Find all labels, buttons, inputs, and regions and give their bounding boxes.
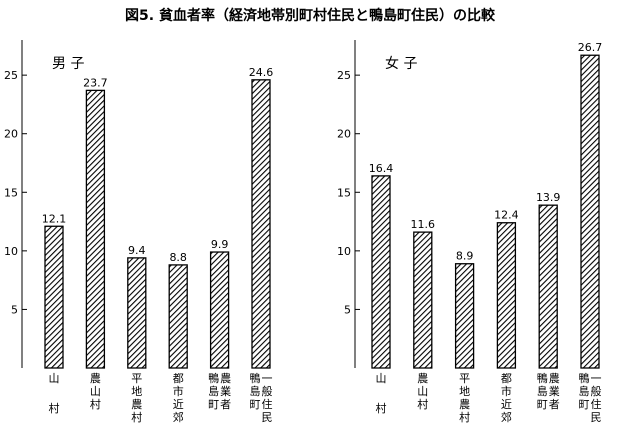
value-label: 9.4 [128, 244, 146, 257]
bar [580, 54, 600, 369]
y-tick-label: 5 [344, 303, 351, 316]
value-label: 12.4 [494, 209, 519, 222]
bar [127, 257, 147, 369]
x-tick-label: 鴨島町一般住民 [579, 371, 602, 424]
y-tick-label: 20 [337, 128, 351, 141]
panel-title: 女 子 [385, 55, 417, 72]
value-label: 23.7 [83, 76, 108, 89]
y-tick-label: 10 [4, 245, 18, 258]
bar [413, 231, 433, 369]
bar [251, 79, 271, 369]
value-label: 9.9 [211, 238, 229, 251]
bar [44, 225, 64, 369]
value-label: 8.8 [169, 251, 187, 264]
value-label: 16.4 [369, 162, 394, 175]
x-tick-label: 農山村 [417, 371, 428, 411]
x-tick-label: 都市近郊 [173, 372, 184, 424]
y-tick-label: 25 [4, 69, 18, 82]
bar [209, 251, 230, 369]
y-tick-label: 15 [337, 186, 351, 199]
x-tick-label: 山村 [376, 372, 387, 415]
value-label: 12.1 [42, 212, 67, 225]
x-tick-label: 鴨島町農業者 [208, 371, 231, 411]
value-label: 13.9 [536, 191, 561, 204]
x-tick-label: 平地農村 [131, 372, 142, 424]
bar [538, 204, 558, 369]
x-tick-label: 平地農村 [459, 372, 470, 424]
bar [496, 222, 517, 369]
y-tick-label: 25 [337, 69, 351, 82]
x-tick-label: 農山村 [90, 371, 101, 411]
value-label: 24.6 [249, 66, 274, 79]
value-label: 26.7 [578, 41, 603, 54]
y-tick-label: 20 [4, 128, 18, 141]
bar [85, 89, 106, 369]
y-tick-label: 15 [4, 186, 18, 199]
x-tick-label: 山村 [49, 372, 60, 415]
bar [371, 175, 391, 369]
x-tick-label: 鴨島町農業者 [537, 371, 560, 411]
y-tick-label: 5 [11, 303, 18, 316]
y-tick-label: 10 [337, 245, 351, 258]
figure-title: 図5. 貧血者率（経済地帯別町村住民と鴨島町住民）の比較 [125, 7, 496, 24]
panel-title: 男 子 [52, 56, 84, 72]
value-label: 8.9 [456, 250, 474, 263]
x-tick-label: 鴨島町一般住民 [250, 371, 273, 424]
x-tick-label: 都市近郊 [501, 372, 512, 424]
value-label: 11.6 [411, 218, 436, 231]
bar [168, 264, 188, 369]
bar [454, 263, 475, 369]
